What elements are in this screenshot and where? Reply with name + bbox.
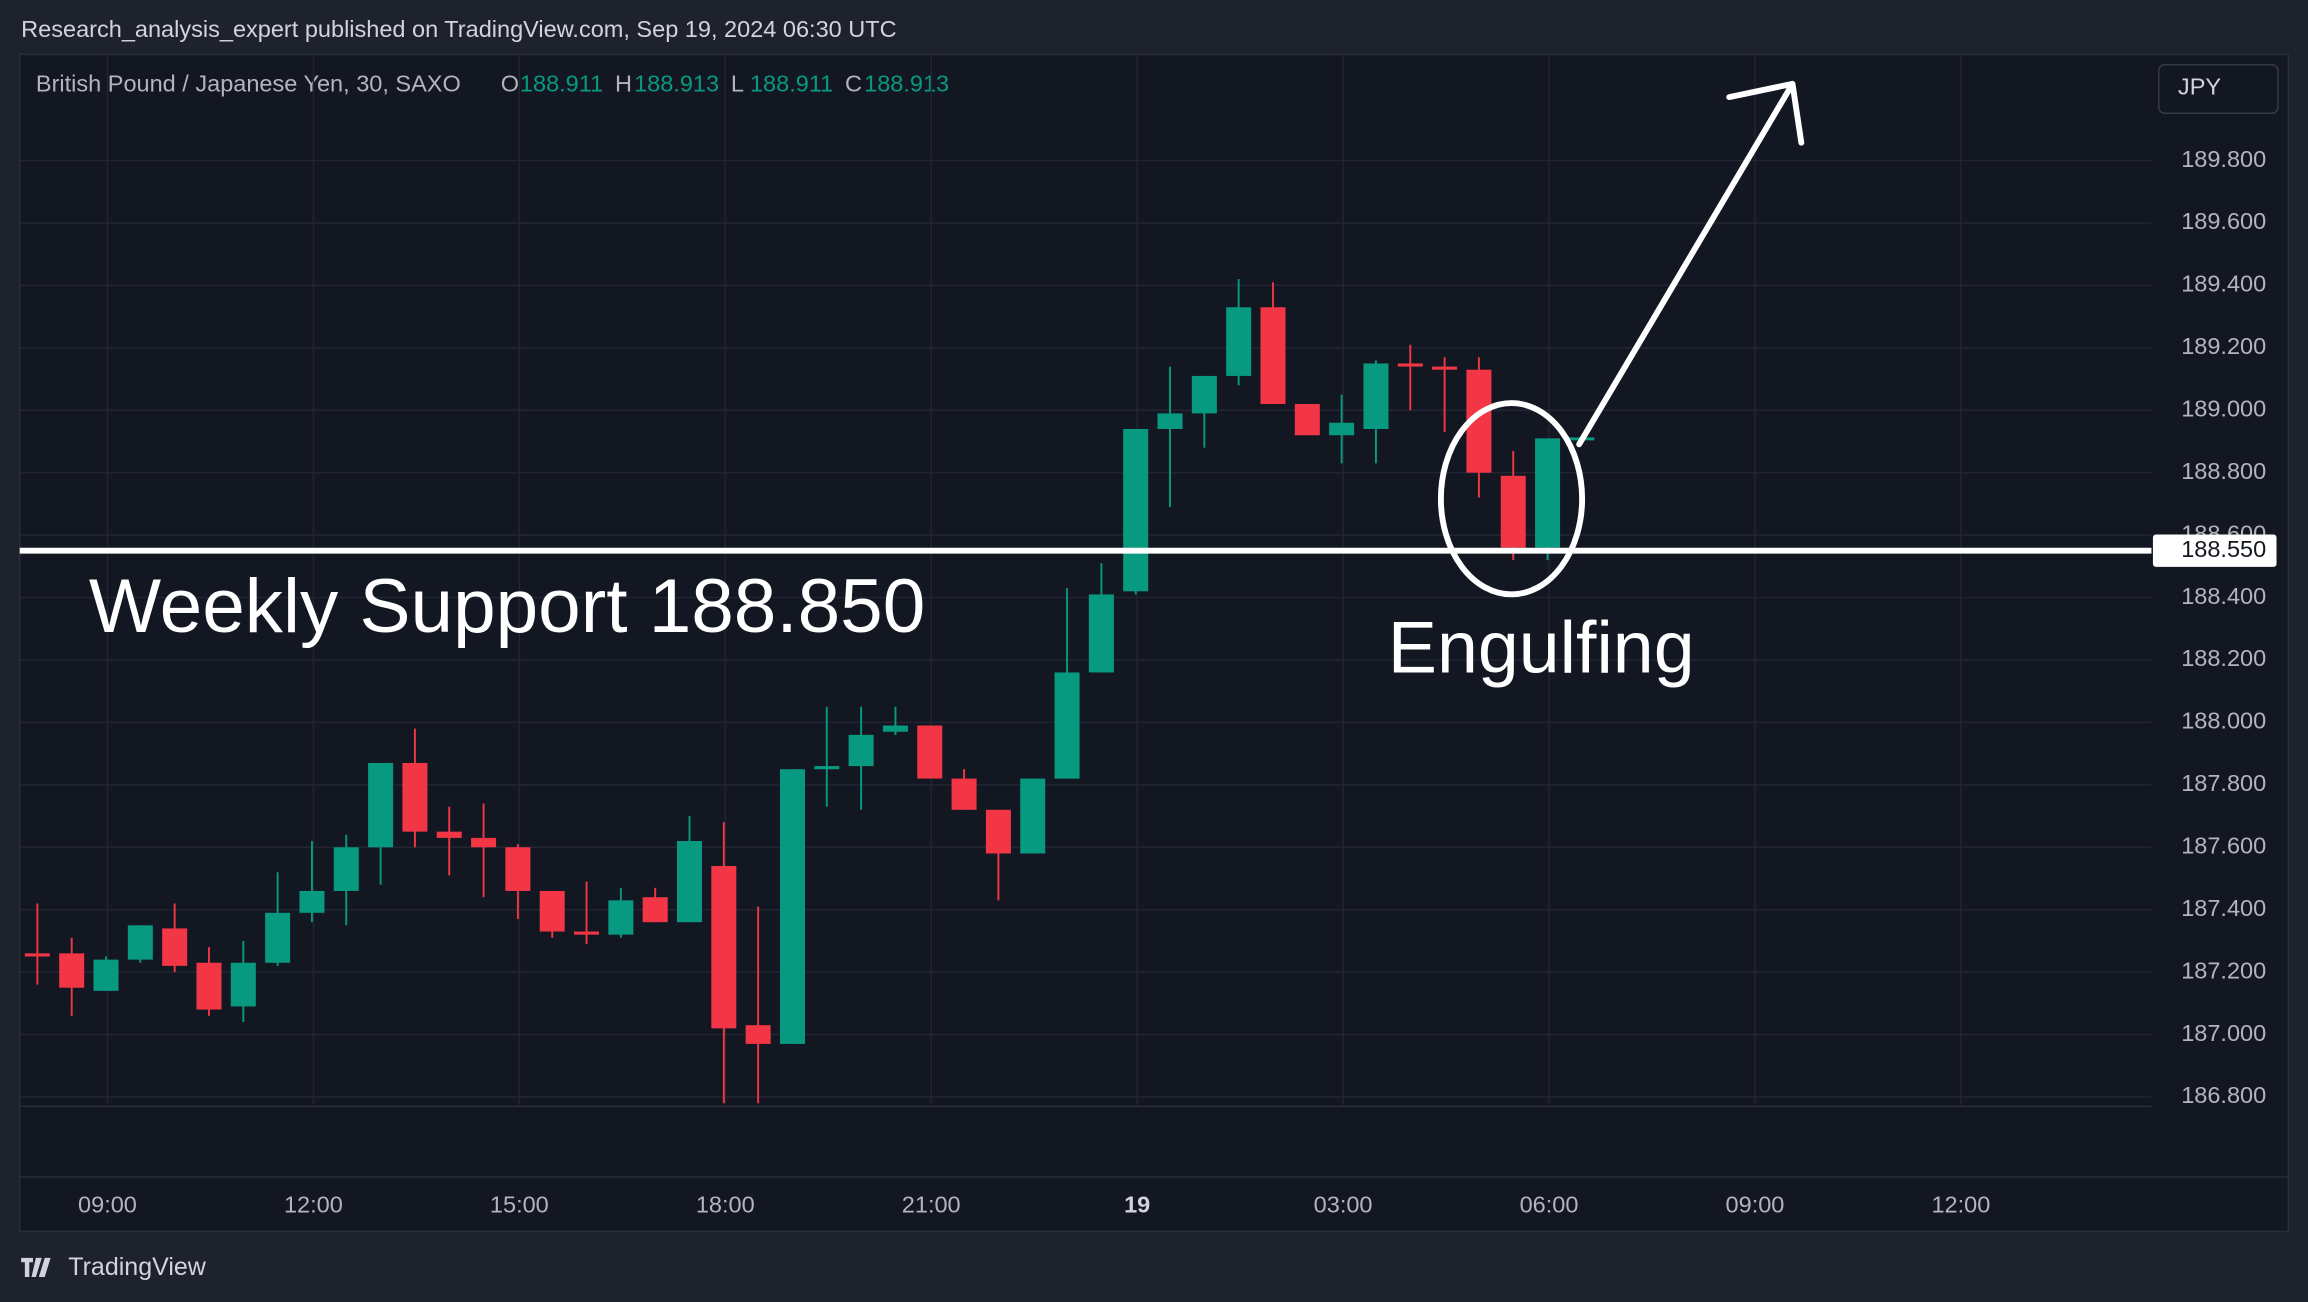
x-tick-label: 21:00 [902,1192,961,1218]
candle-body [1123,428,1149,592]
y-tick-label: 188.200 [2181,645,2266,671]
price-label: 188.550 [2181,536,2266,562]
logo [21,1257,51,1277]
y-tick-label: 188.000 [2181,708,2266,734]
candle-body [1500,475,1526,548]
chart-title: British Pound / Japanese Yen, 30, SAXO [36,71,461,97]
annotation: Weekly Support 188.850 [89,564,925,649]
candle-body [539,890,565,932]
candle-body [1294,404,1320,436]
candle-body [745,1025,771,1044]
legend-key: H [615,71,632,97]
candle-body [1054,672,1080,779]
candle-body [162,928,188,966]
x-tick-label: 12:00 [284,1192,343,1218]
candle-body [1260,307,1286,405]
candle-body [848,734,874,767]
legend-key: O [501,71,519,97]
y-tick-label: 186.800 [2181,1082,2266,1108]
candle-body [779,769,805,1044]
ohlc-legend: O 188.911 H 188.913 L 188.911 C 188.913 [501,71,949,97]
x-tick-label: 06:00 [1520,1192,1579,1218]
candle-body [608,900,634,935]
x-tick-label: 15:00 [490,1192,549,1218]
candle-body [1157,413,1183,429]
y-tick-label: 189.000 [2181,395,2266,421]
y-tick-label: 189.600 [2181,208,2266,234]
legend-value: 188.911 [520,71,603,97]
candle-body [368,762,394,848]
candle-body [985,809,1011,854]
candle-body [711,865,737,1029]
candle-body [93,959,119,991]
candle-body [917,725,943,779]
up-arrow [1576,80,1805,448]
candle-body [882,725,908,732]
candle-body [814,766,840,770]
candle-body [1191,375,1217,414]
legend-key: L [731,71,744,97]
x-tick-label: 09:00 [1726,1192,1785,1218]
candle-body [1535,438,1561,548]
x-tick-label: 18:00 [696,1192,755,1218]
candle-body [265,912,291,963]
candle-body [676,841,703,923]
y-tick-label: 187.800 [2181,770,2266,796]
candle-body [505,847,531,891]
candle-body [642,897,668,923]
grid: 186.800 187.000 187.200 187.400 187.600 187.8… [19,54,2266,1218]
x-tick-label: 12:00 [1931,1192,1990,1218]
y-tick-label: 189.200 [2181,333,2266,359]
candle-body [951,778,977,810]
candle-body [1020,778,1046,854]
candle-body [299,890,325,913]
candle-body [127,925,153,960]
y-tick-label: 187.600 [2181,832,2266,858]
candle-body [230,962,256,1007]
y-tick-label: 187.200 [2181,957,2266,983]
candle-body [436,831,462,838]
candle-body [1432,366,1458,370]
candle-body [402,762,428,832]
header: Research_analysis_expert published on Tr… [21,16,896,42]
y-tick-label: 189.800 [2181,146,2266,172]
legend-key: C [845,71,862,97]
currency-button[interactable] [2158,63,2279,115]
legend-value: 188.911 [750,71,833,97]
candle-body [1226,307,1252,376]
legend-value: 188.913 [864,71,949,97]
footer: TradingView [68,1253,207,1281]
y-tick-label: 188.400 [2181,583,2266,609]
y-tick-label: 189.400 [2181,271,2266,297]
candle-body [1363,363,1389,429]
candle-body [1329,422,1355,436]
candles [24,279,1595,1104]
candle-body [471,837,497,848]
engulfing-circle [1437,400,1586,598]
x-tick-label: 03:00 [1314,1192,1373,1218]
y-tick-label: 187.000 [2181,1020,2266,1046]
currency-label: JPY [2178,73,2221,99]
x-tick-label: 19 [1124,1192,1150,1218]
candle-body [196,962,222,1010]
y-tick-label: 188.800 [2181,458,2266,484]
price-label-box [2152,534,2277,567]
candle-body [59,953,85,988]
candle-body [24,953,50,957]
y-tick-label: 187.400 [2181,895,2266,921]
candle-body [574,931,600,935]
legend-value: 188.913 [634,71,719,97]
support-line: 188.550 [19,534,2277,567]
candle-body [1397,363,1423,367]
candle-body [1088,594,1114,673]
x-tick-label: 09:00 [78,1192,137,1218]
annotation: Engulfing [1388,606,1695,689]
candle-body [333,847,359,891]
